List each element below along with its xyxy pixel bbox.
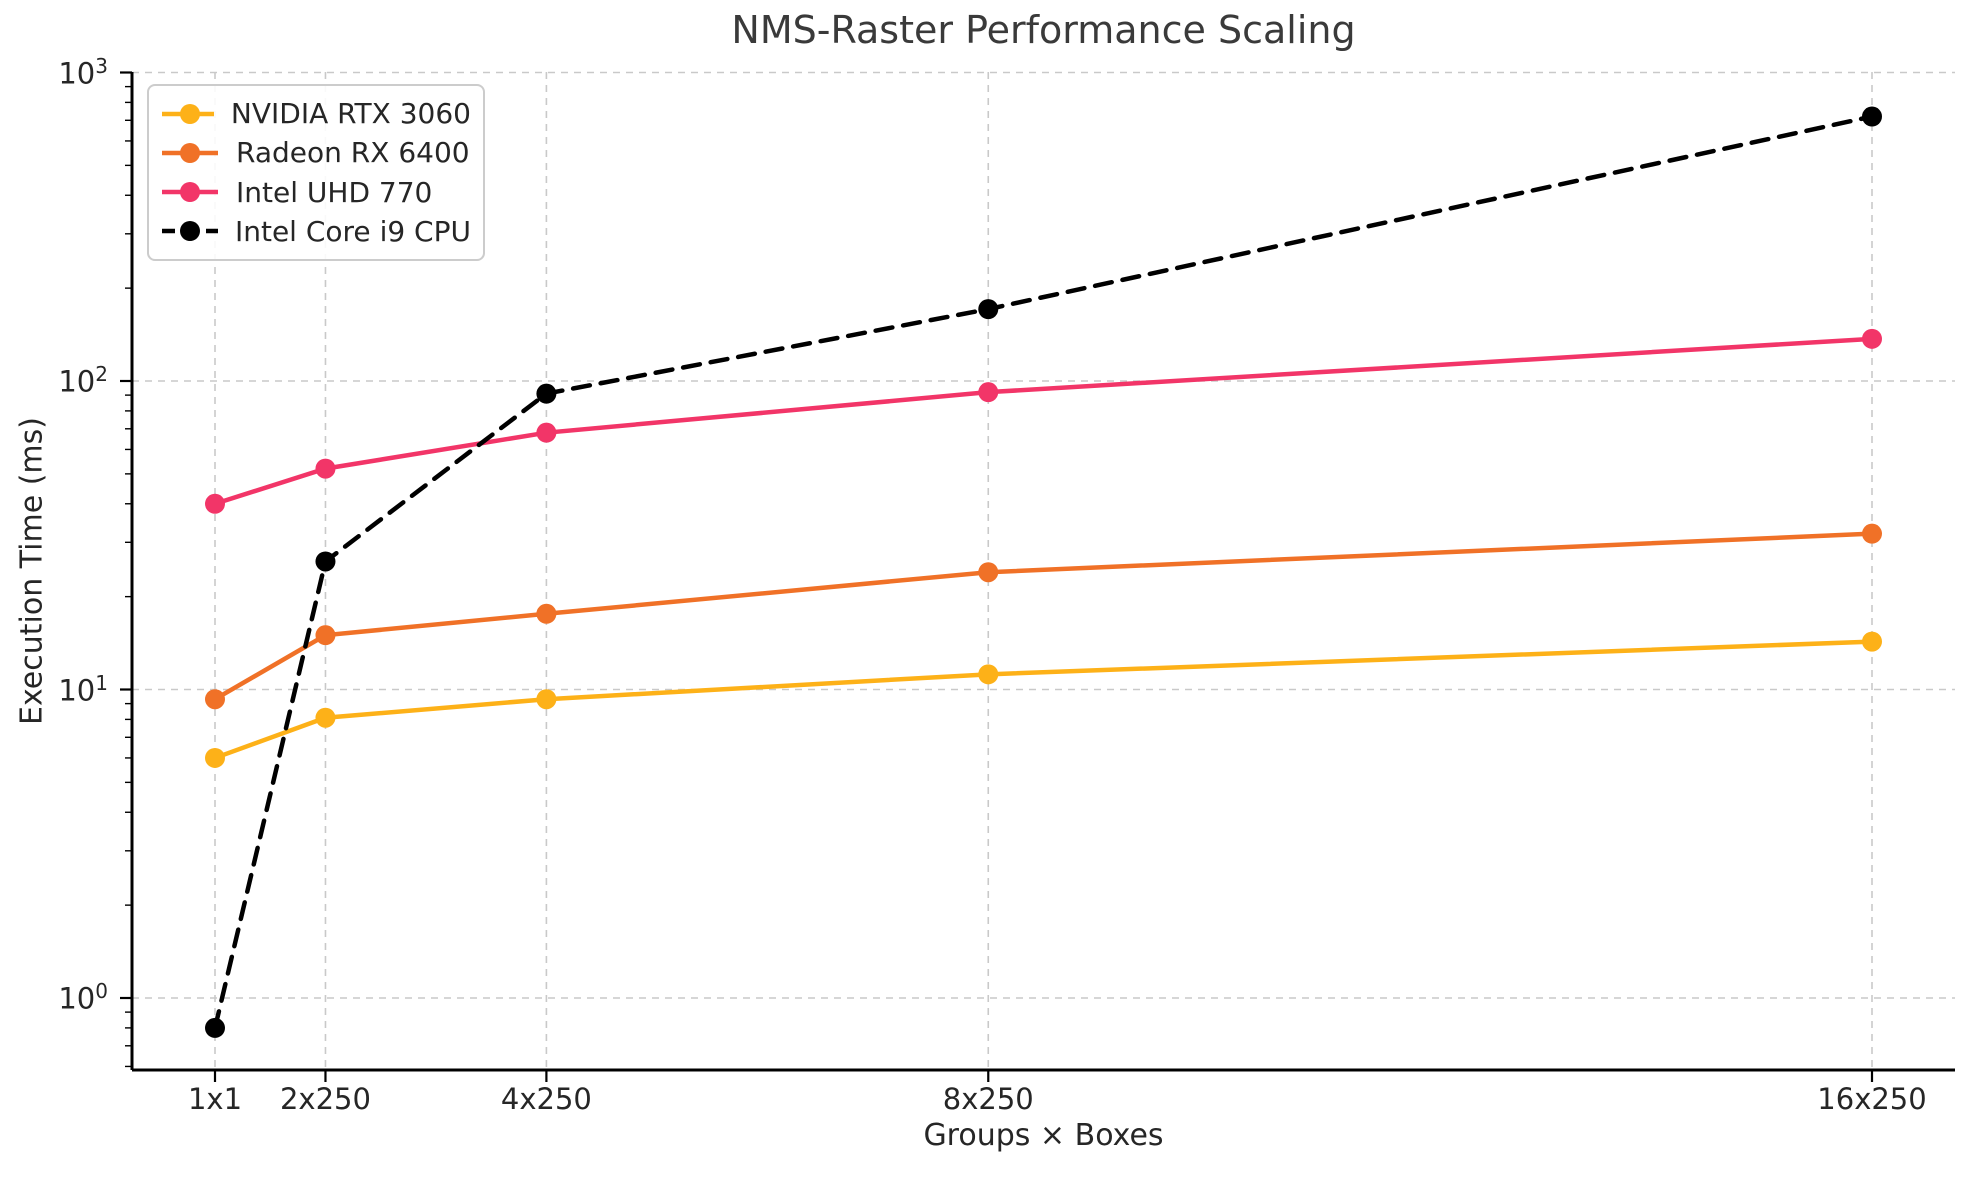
- data-point-nvidia-rtx-3060: [205, 747, 225, 768]
- data-point-intel-uhd-770: [205, 493, 225, 514]
- y-tick-label: 100: [58, 978, 108, 1016]
- x-tick-label: 16x250: [1817, 1082, 1927, 1116]
- data-point-nvidia-rtx-3060: [1862, 631, 1882, 652]
- legend-item-label: Intel UHD 770: [236, 175, 433, 209]
- x-tick-label: 8x250: [942, 1082, 1034, 1116]
- legend-item-label: NVIDIA RTX 3060: [230, 97, 471, 131]
- data-point-radeon-rx-6400: [978, 562, 999, 583]
- legend-item-label: Intel Core i9 CPU: [234, 214, 471, 248]
- legend-item-intel-core-i9-cpu: Intel Core i9 CPU: [161, 215, 471, 248]
- legend-line-sample-icon: [162, 221, 218, 242]
- data-point-intel-uhd-770: [1862, 328, 1882, 349]
- data-point-nvidia-rtx-3060: [315, 707, 336, 728]
- legend-item-radeon-rx-6400: Radeon RX 6400: [161, 136, 471, 169]
- data-point-radeon-rx-6400: [205, 689, 225, 710]
- x-tick-label: 1x1: [187, 1082, 243, 1116]
- data-point-nvidia-rtx-3060: [978, 664, 999, 685]
- x-tick-label: 4x250: [500, 1082, 592, 1116]
- x-tick-label: 2x250: [279, 1082, 371, 1116]
- data-point-radeon-rx-6400: [1862, 523, 1882, 544]
- x-axis-label: Groups × Boxes: [923, 1118, 1164, 1153]
- data-point-radeon-rx-6400: [536, 603, 557, 624]
- data-point-nvidia-rtx-3060: [536, 689, 557, 710]
- legend: NVIDIA RTX 3060 Radeon RX 6400 Intel UHD 7…: [147, 84, 485, 261]
- legend-item-label: Radeon RX 6400: [236, 136, 470, 170]
- series-line-intel-uhd-770: [212, 336, 1875, 507]
- series-line-nvidia-rtx-3060: [212, 639, 1875, 761]
- data-point-intel-uhd-770: [315, 458, 336, 479]
- data-point-intel-core-i9-cpu: [205, 1017, 225, 1038]
- legend-line-sample-icon: [162, 103, 214, 124]
- data-point-intel-core-i9-cpu: [536, 383, 557, 404]
- legend-item-nvidia-rtx-3060: NVIDIA RTX 3060: [161, 97, 471, 130]
- y-axis-label: Execution Time (ms): [14, 417, 50, 725]
- legend-line-sample-icon: [162, 182, 218, 203]
- data-point-intel-core-i9-cpu: [978, 299, 999, 320]
- data-point-radeon-rx-6400: [315, 625, 336, 646]
- data-point-intel-core-i9-cpu: [1862, 106, 1882, 127]
- data-point-intel-uhd-770: [978, 382, 999, 403]
- y-tick-label: 103: [58, 53, 108, 91]
- y-tick-label: 101: [58, 670, 108, 708]
- y-tick-label: 102: [58, 361, 108, 399]
- data-point-intel-uhd-770: [536, 422, 557, 443]
- legend-item-intel-uhd-770: Intel UHD 770: [161, 176, 471, 209]
- data-point-intel-core-i9-cpu: [315, 551, 336, 572]
- chart-title: NMS-Raster Performance Scaling: [731, 8, 1356, 52]
- legend-line-sample-icon: [162, 142, 218, 163]
